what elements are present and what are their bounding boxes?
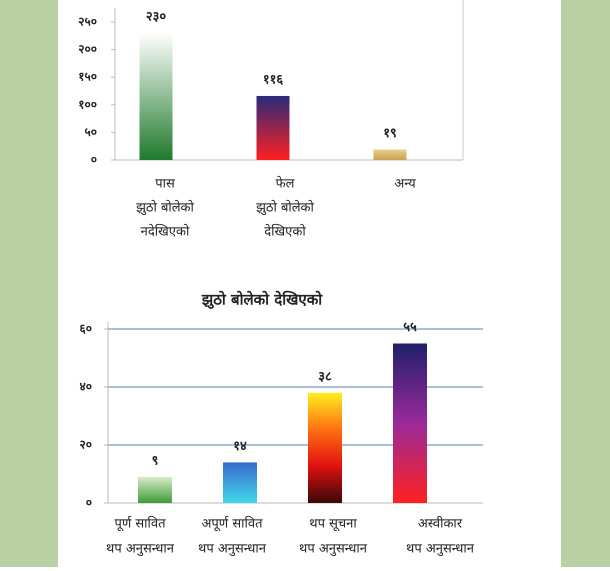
bar (138, 476, 172, 503)
x-tick-label: नदेखिएको (141, 224, 190, 240)
x-tick-label: अन्य (394, 177, 416, 192)
y-tick-label: २०० (78, 42, 97, 56)
x-tick-label: अस्वीकार (418, 516, 463, 532)
value-label: ३८ (318, 369, 332, 384)
chart-title: झुठो बोलेको देखिएको (201, 291, 323, 310)
x-tick-label: थप अनुसन्धान (406, 542, 475, 557)
bar (393, 343, 427, 503)
x-tick-label: पूर्ण सावित (114, 516, 166, 532)
x-tick-label: देखिएको (264, 224, 306, 240)
bar (223, 462, 257, 503)
value-label: १९ (383, 126, 397, 141)
value-label: ९ (152, 453, 159, 468)
x-tick-label: थप सूचना (309, 517, 357, 532)
side-panel (0, 0, 58, 567)
x-tick-label: झुठो बोलेको (256, 200, 314, 216)
value-label: १४ (233, 439, 247, 454)
bar (308, 392, 342, 503)
value-label: ५५ (403, 320, 417, 335)
value-label: ११६ (263, 72, 284, 87)
y-tick-label: २० (80, 438, 92, 452)
x-tick-label: थप अनुसन्धान (299, 542, 368, 557)
x-tick-label: झुठो बोलेको (136, 200, 194, 216)
y-tick-label: २५० (78, 15, 97, 29)
x-tick-label: थप अनुसन्धान (198, 542, 267, 557)
y-tick-label: १०० (78, 97, 97, 111)
y-tick-label: ० (91, 153, 97, 167)
y-tick-label: १५० (78, 70, 97, 84)
bar (256, 95, 290, 160)
x-tick-label: थप अनुसन्धान (106, 542, 175, 557)
y-tick-label: ६० (80, 322, 92, 336)
y-tick-label: ५० (85, 125, 97, 139)
x-tick-label: अपूर्ण सावित (201, 516, 263, 532)
y-tick-label: ० (86, 496, 92, 510)
side-panel (561, 0, 610, 567)
value-label: २३० (146, 10, 167, 25)
x-tick-label: फेल (276, 176, 295, 192)
bar (139, 33, 173, 160)
y-tick-label: ४० (80, 380, 92, 394)
x-tick-label: पास (155, 177, 175, 192)
bar (373, 149, 407, 160)
